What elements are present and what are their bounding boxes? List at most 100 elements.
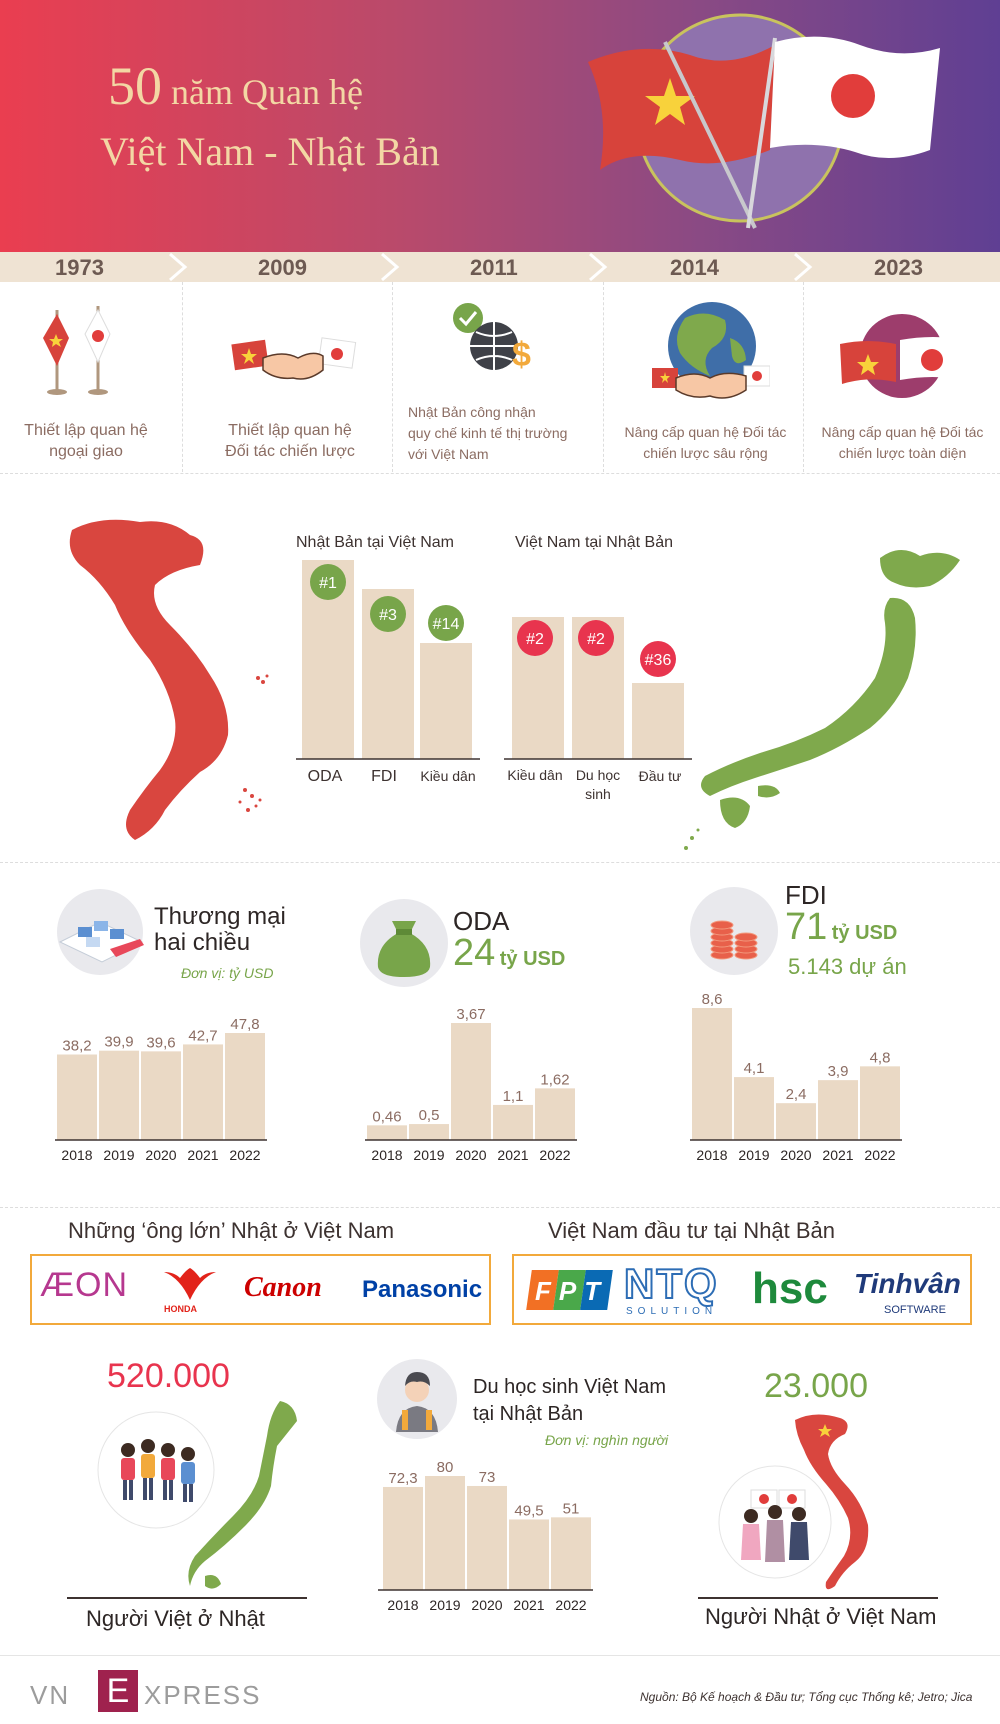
oda-category-label: 2020 bbox=[455, 1147, 486, 1163]
globe-handshake-icon bbox=[652, 302, 770, 399]
rank-badge bbox=[517, 620, 553, 656]
market-economy-icon: $ bbox=[453, 303, 531, 374]
oda-value-label: 3,67 bbox=[456, 1006, 485, 1023]
vietnamese-people-icon bbox=[97, 1411, 215, 1529]
rank-value: #1 bbox=[319, 575, 337, 592]
students-value-label: 51 bbox=[563, 1500, 580, 1517]
fdi-category-label: 2019 bbox=[738, 1147, 769, 1163]
svg-text:$: $ bbox=[512, 336, 531, 374]
caption-line: chiến lược sâu rộng bbox=[643, 445, 768, 461]
fdi-bar-2019 bbox=[734, 1077, 774, 1140]
source-note: Nguồn: Bộ Kế hoạch & Đầu tư; Tổng cục Th… bbox=[640, 1690, 973, 1704]
trade-bar-2019 bbox=[99, 1050, 139, 1140]
caption-line: Nhật Bản công nhận bbox=[408, 404, 536, 420]
honda-logo: HONDA bbox=[164, 1304, 197, 1314]
trade-category-label: 2020 bbox=[145, 1147, 176, 1163]
caption-line: Thiết lập quan hệ bbox=[24, 422, 148, 439]
vn-in-jp-baseline bbox=[67, 1597, 307, 1599]
header-banner: 50 năm Quan hệ Việt Nam - Nhật Bản bbox=[0, 0, 1000, 252]
oda-category-label: 2018 bbox=[371, 1147, 402, 1163]
fdi-value-label: 4,8 bbox=[870, 1049, 891, 1066]
page-subtitle: Việt Nam - Nhật Bản bbox=[100, 129, 440, 174]
tinhvan-software-text: SOFTWARE bbox=[884, 1304, 946, 1316]
rank-value: #36 bbox=[645, 652, 672, 669]
canon-logo: Canon bbox=[244, 1272, 322, 1303]
trade-category-label: 2019 bbox=[103, 1147, 134, 1163]
trade-bar-2021 bbox=[183, 1044, 223, 1140]
students-value-label: 72,3 bbox=[388, 1470, 417, 1487]
oda-bar-2020 bbox=[451, 1023, 491, 1140]
students-bar-2022 bbox=[551, 1517, 591, 1590]
timeline-divider bbox=[803, 282, 804, 472]
footer-divider bbox=[0, 1655, 1000, 1656]
tinhvan-logo: Tinhvân bbox=[854, 1268, 961, 1299]
title-text: năm Quan hệ bbox=[171, 72, 363, 112]
vn-in-jp-count: 520.000 bbox=[107, 1357, 230, 1395]
vietnam-logos-box: FPT NTQ SOLUTION hsc Tinhvân SOFTWARE bbox=[512, 1254, 972, 1325]
fdi-value-label: 4,1 bbox=[744, 1060, 765, 1077]
students-chart: 72,3 2018 80 2019 73 2020 49,5 2021 51 2022 bbox=[378, 1460, 593, 1613]
fdi-bar-2022 bbox=[860, 1066, 900, 1140]
vnexpress-logo: VN E XPRESS bbox=[30, 1670, 270, 1714]
rank-bar-kieu-dan bbox=[420, 643, 472, 759]
section-divider bbox=[0, 1207, 1000, 1208]
page-title: 50 năm Quan hệ bbox=[108, 55, 363, 117]
fdi-category-label: 2018 bbox=[696, 1147, 727, 1163]
japanese-people-icon bbox=[718, 1465, 832, 1579]
fdi-projects: 5.143 dự án bbox=[788, 954, 907, 979]
caption-line: Nâng cấp quan hệ Đối tác bbox=[624, 424, 787, 440]
rank-label: Đầu tư bbox=[639, 768, 682, 784]
students-unit: Đơn vị: nghìn người bbox=[545, 1432, 669, 1448]
trade-value-label: 39,9 bbox=[104, 1034, 133, 1051]
timeline-divider bbox=[603, 282, 604, 472]
ntq-logo: NTQ bbox=[623, 1259, 719, 1308]
timeline-divider bbox=[392, 282, 393, 472]
trade-port-icon bbox=[57, 889, 144, 975]
oda-title: ODA bbox=[453, 906, 510, 936]
timeline-bottom-border bbox=[0, 473, 1000, 474]
rank-value: #2 bbox=[526, 631, 544, 648]
students-title: Du học sinh Việt Nam tại Nhật Bản bbox=[473, 1374, 666, 1428]
oda-bar-2019 bbox=[409, 1124, 449, 1140]
trade-chart: 38,2 2018 39,9 2019 39,6 2020 42,7 2021 47,8 2022 bbox=[55, 1016, 267, 1163]
students-value-label: 49,5 bbox=[514, 1502, 543, 1519]
japan-in-vn-title: Nhật Bản tại Việt Nam bbox=[296, 534, 455, 551]
oda-bar-2022 bbox=[535, 1088, 575, 1140]
logo-e-box: E bbox=[98, 1670, 138, 1712]
oda-category-label: 2019 bbox=[413, 1147, 444, 1163]
fdi-total: 71 tỷ USD bbox=[785, 906, 897, 949]
caption-line: Đối tác chiến lược bbox=[225, 443, 355, 460]
timeline-year-2023: 2023 bbox=[874, 255, 923, 280]
oda-bar-2018 bbox=[367, 1125, 407, 1140]
timeline-band bbox=[0, 252, 1000, 282]
logo-xpress: XPRESS bbox=[144, 1680, 262, 1710]
aeon-logo: ÆON bbox=[40, 1266, 128, 1304]
trade-value-label: 47,8 bbox=[230, 1016, 259, 1033]
students-title-line: tại Nhật Bản bbox=[473, 1403, 584, 1425]
trade-bar-2022 bbox=[225, 1033, 265, 1140]
trade-value-label: 42,7 bbox=[188, 1027, 217, 1044]
flags-on-poles-icon bbox=[43, 306, 111, 395]
timeline-divider bbox=[182, 282, 183, 472]
logo-e: E bbox=[106, 1672, 130, 1710]
students-category-label: 2018 bbox=[387, 1597, 418, 1613]
rank-badge bbox=[370, 596, 406, 632]
oda-chart: 0,46 2018 0,5 2019 3,67 2020 1,1 2021 1,62 2022 bbox=[365, 1006, 577, 1163]
timeline-year-2011: 2011 bbox=[470, 255, 518, 280]
student-icon bbox=[377, 1359, 457, 1439]
fdi-category-label: 2021 bbox=[822, 1147, 853, 1163]
hsc-logo: hsc bbox=[752, 1264, 828, 1313]
flags-circle-icon bbox=[840, 314, 966, 398]
rank-badge bbox=[640, 641, 676, 677]
students-bar-2021 bbox=[509, 1519, 549, 1590]
fdi-bar-2020 bbox=[776, 1103, 816, 1140]
trade-bar-2020 bbox=[141, 1051, 181, 1140]
trade-value-label: 39,6 bbox=[146, 1034, 175, 1051]
rank-label: FDI bbox=[371, 768, 397, 785]
students-title-line: Du học sinh Việt Nam bbox=[473, 1376, 667, 1398]
oda-value-label: 1,62 bbox=[540, 1071, 569, 1088]
students-category-label: 2021 bbox=[513, 1597, 544, 1613]
section-divider bbox=[0, 862, 1000, 863]
vietnam-map bbox=[69, 519, 269, 840]
